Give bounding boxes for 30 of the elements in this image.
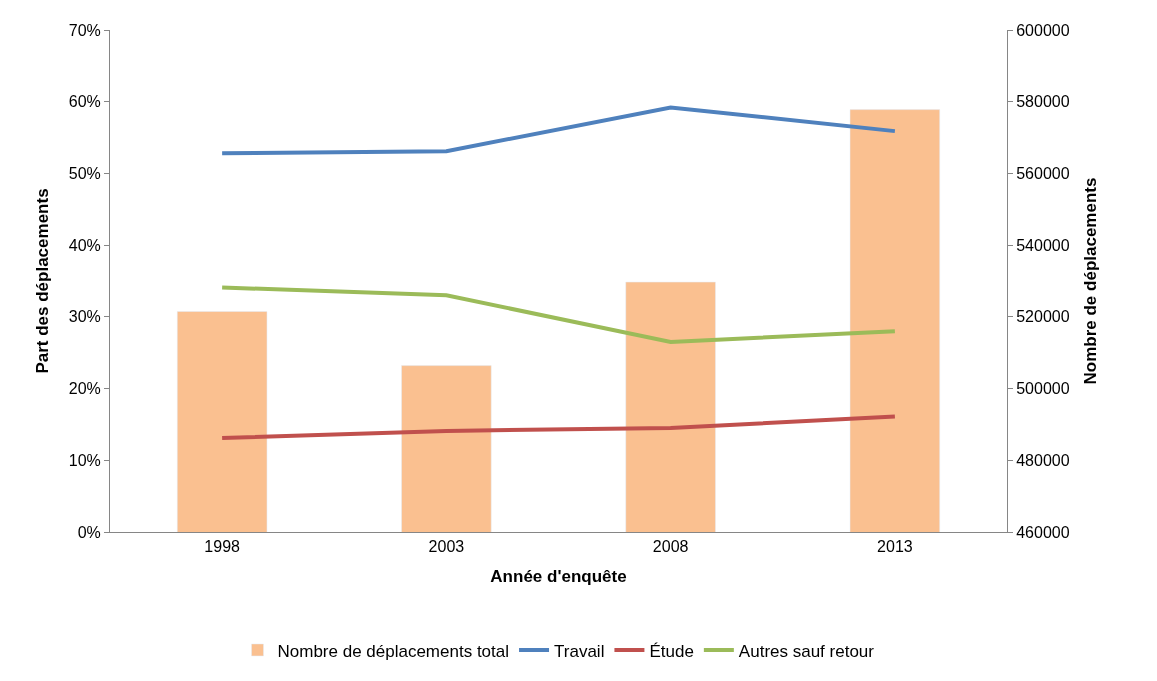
y2-tick-label: 580000 bbox=[1016, 93, 1070, 111]
y2-tick-label: 480000 bbox=[1016, 451, 1070, 469]
y2-tick-label: 600000 bbox=[1016, 21, 1070, 39]
line-series bbox=[220, 285, 897, 344]
y-tick-label: 20% bbox=[68, 380, 101, 398]
y2-tick-label: 560000 bbox=[1016, 165, 1070, 183]
x-tick-label: 1998 bbox=[204, 538, 241, 556]
y-tick-label: 60% bbox=[68, 93, 101, 111]
y-tick-label: 30% bbox=[68, 308, 101, 326]
y-tick-label: 50% bbox=[68, 165, 101, 183]
legend-label: Autres sauf retour bbox=[738, 641, 875, 661]
legend-label: Nombre de déplacements total bbox=[277, 641, 510, 661]
y-tick-label: 0% bbox=[77, 523, 101, 541]
x-tick-label: 2008 bbox=[652, 538, 689, 556]
line-series bbox=[220, 414, 897, 441]
x-axis-title: Année d'enquête bbox=[490, 566, 627, 586]
y-tick-label: 70% bbox=[68, 21, 101, 39]
y-tick-label: 10% bbox=[68, 451, 101, 469]
y2-tick-label: 500000 bbox=[1016, 380, 1070, 398]
y2-axis-title: Nombre de déplacements bbox=[1081, 177, 1101, 385]
y2-tick-label: 540000 bbox=[1016, 236, 1070, 254]
x-tick-label: 2013 bbox=[877, 538, 913, 556]
y2-tick-label: 520000 bbox=[1016, 308, 1070, 326]
y-tick-label: 40% bbox=[68, 236, 101, 254]
line-series bbox=[220, 105, 897, 156]
y2-tick-label: 460000 bbox=[1016, 523, 1070, 541]
legend-label: Étude bbox=[649, 641, 694, 661]
y-axis-title: Part des déplacements bbox=[33, 188, 53, 374]
x-tick-label: 2003 bbox=[428, 538, 465, 556]
legend-label: Travail bbox=[554, 641, 605, 661]
